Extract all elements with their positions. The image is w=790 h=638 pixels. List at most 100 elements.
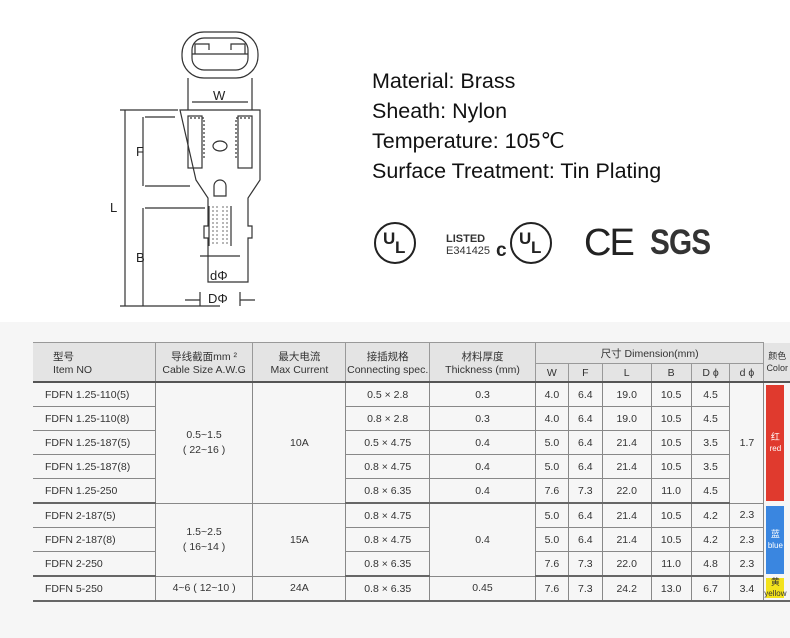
cell-item: FDFN 5-250 bbox=[33, 575, 156, 602]
cell-dim-B: 10.5 bbox=[650, 430, 692, 455]
cell-dim-L: 21.4 bbox=[601, 502, 652, 528]
cell-dim-W: 5.0 bbox=[534, 430, 569, 455]
cell-color: 黄 yellow bbox=[763, 576, 790, 602]
cell-dim-B: 10.5 bbox=[650, 527, 692, 552]
color-cn: 黄 bbox=[770, 577, 780, 587]
cell-dim-F: 6.4 bbox=[567, 406, 603, 431]
cell-connecting: 0.8 × 4.75 bbox=[345, 502, 431, 528]
cell-item: FDFN 1.25-250 bbox=[33, 478, 156, 504]
cell-dim-d: 2.3 bbox=[729, 502, 765, 528]
cell-thickness: 0.3 bbox=[429, 406, 536, 431]
cell-dim-L: 19.0 bbox=[601, 381, 652, 407]
cell-dim-F: 6.4 bbox=[567, 502, 603, 528]
cell-dim-L: 22.0 bbox=[601, 551, 652, 577]
color-cn: 红 bbox=[770, 432, 780, 442]
cell-item: FDFN 2-250 bbox=[33, 551, 156, 577]
cul-prefix: c bbox=[496, 240, 507, 261]
header-dim-4: D ϕ bbox=[690, 363, 731, 383]
cell-thickness: 0.4 bbox=[429, 478, 536, 504]
header-dim-0: W bbox=[534, 363, 569, 383]
cell-cable-size: 0.5~1.5 ( 22~16 ) bbox=[154, 381, 254, 504]
cell-dim-W: 7.6 bbox=[534, 478, 569, 504]
cell-item: FDFN 2-187(5) bbox=[33, 502, 156, 528]
label-l: L bbox=[110, 200, 117, 215]
cell-dim-W: 4.0 bbox=[534, 381, 569, 407]
cell-thickness: 0.4 bbox=[429, 502, 536, 577]
cell-dim-B: 10.5 bbox=[650, 406, 692, 431]
cell-connecting: 0.8 × 6.35 bbox=[345, 575, 431, 602]
spec-material: Material: Brass bbox=[372, 69, 516, 93]
cell-dim-B: 13.0 bbox=[650, 575, 692, 602]
cell-dim-L: 24.2 bbox=[601, 575, 652, 602]
cell-connecting: 0.5 × 4.75 bbox=[345, 430, 431, 455]
cell-dim-F: 7.3 bbox=[567, 478, 603, 504]
cell-dim-d: 2.3 bbox=[729, 527, 765, 552]
table-row: FDFN 1.25-187(5) 0.5 × 4.75 0.4 5.0 6.4 21.4 1… bbox=[33, 430, 790, 455]
listed-label: LISTED bbox=[446, 233, 486, 245]
cell-dim-W: 4.0 bbox=[534, 406, 569, 431]
cell-dim-F: 7.3 bbox=[567, 575, 603, 602]
header-dim-1: F bbox=[567, 363, 603, 383]
listed-number: E341425 bbox=[446, 245, 491, 257]
cell-dim-F: 6.4 bbox=[567, 454, 603, 479]
cell-dim-W: 5.0 bbox=[534, 502, 569, 528]
cell-dim-d: 1.7 bbox=[729, 381, 765, 504]
cell-dim-B: 11.0 bbox=[650, 478, 692, 504]
cell-connecting: 0.8 × 4.75 bbox=[345, 454, 431, 479]
ce-logo: CE bbox=[584, 222, 635, 264]
cell-dim-L: 22.0 bbox=[601, 478, 652, 504]
tab-outline bbox=[181, 31, 259, 79]
cell-cable-size: 4~6 ( 12~10 ) bbox=[154, 575, 254, 602]
label-d-inner: dΦ bbox=[210, 268, 228, 283]
cell-item: FDFN 1.25-187(8) bbox=[33, 454, 156, 479]
table-row: FDFN 2-250 0.8 × 6.35 7.6 7.3 22.0 11.0 4.8 2.3 bbox=[33, 551, 790, 577]
cell-item: FDFN 2-187(8) bbox=[33, 527, 156, 552]
cell-thickness: 0.4 bbox=[429, 454, 536, 479]
table-row: FDFN 1.25-187(8) 0.8 × 4.75 0.4 5.0 6.4 21.4 1… bbox=[33, 454, 790, 479]
spec-list: Material: Brass Sheath: Nylon Temperatur… bbox=[372, 66, 661, 186]
cell-dim-D: 4.5 bbox=[690, 381, 731, 407]
cell-dim-F: 6.4 bbox=[567, 527, 603, 552]
cell-color: 蓝 blue bbox=[764, 503, 790, 576]
cell-dim-d: 2.3 bbox=[729, 551, 765, 577]
cell-thickness: 0.4 bbox=[429, 430, 536, 455]
cell-connecting: 0.5 × 2.8 bbox=[345, 381, 431, 407]
cell-item: FDFN 1.25-110(8) bbox=[33, 406, 156, 431]
cell-item: FDFN 1.25-187(5) bbox=[33, 430, 156, 455]
color-cn: 蓝 bbox=[770, 528, 780, 539]
cable-mm2: 1.5~2.5 bbox=[186, 526, 222, 538]
table-row: FDFN 1.25-250 0.8 × 6.35 0.4 7.6 7.3 22.0 11.0… bbox=[33, 478, 790, 504]
cell-dim-L: 19.0 bbox=[601, 406, 652, 431]
header-dim-5: d ϕ bbox=[729, 363, 765, 383]
cell-dim-B: 10.5 bbox=[650, 502, 692, 528]
table-row: FDFN 5-250 4~6 ( 12~10 ) 24A 0.8 × 6.35 0.45… bbox=[33, 575, 790, 602]
cell-color: 红 red bbox=[764, 382, 790, 503]
color-swatch: 黄 yellow bbox=[764, 577, 787, 598]
cell-item: FDFN 1.25-110(5) bbox=[33, 381, 156, 407]
cell-connecting: 0.8 × 6.35 bbox=[345, 478, 431, 504]
cell-current: 15A bbox=[252, 502, 347, 577]
cell-dim-B: 10.5 bbox=[650, 381, 692, 407]
sgs-logo: SGS bbox=[650, 223, 711, 262]
cell-dim-D: 3.5 bbox=[690, 430, 731, 455]
listed-text: LISTED E341425 bbox=[446, 233, 490, 257]
table-row: FDFN 2-187(8) 0.8 × 4.75 5.0 6.4 21.4 10.5 4.2… bbox=[33, 527, 790, 552]
spec-table: 型号 Item NO 导线截面mm ² Cable Size A.W.G 最大电流 M… bbox=[33, 342, 790, 602]
header-dimension: 尺寸 Dimension(mm) bbox=[534, 342, 765, 364]
table-row: FDFN 2-187(5) 1.5~2.5 ( 16~14 ) 15A 0.8 × 4.… bbox=[33, 502, 790, 577]
cell-dim-F: 7.3 bbox=[567, 551, 603, 577]
color-swatch: 红 red bbox=[766, 385, 785, 501]
header-dim-3: B bbox=[650, 363, 692, 383]
label-b: B bbox=[136, 250, 145, 265]
spec-sheath: Sheath: Nylon bbox=[372, 99, 508, 123]
cell-dim-F: 6.4 bbox=[567, 381, 603, 407]
spec-table-area: 型号 Item NO 导线截面mm ² Cable Size A.W.G 最大电流 M… bbox=[0, 322, 790, 638]
cell-dim-D: 3.5 bbox=[690, 454, 731, 479]
header-color: 颜色 Color bbox=[763, 342, 790, 382]
header-item: 型号 Item NO bbox=[33, 342, 156, 383]
cell-thickness: 0.45 bbox=[429, 575, 536, 602]
cell-dim-W: 7.6 bbox=[534, 575, 569, 602]
cell-dim-D: 4.5 bbox=[690, 406, 731, 431]
